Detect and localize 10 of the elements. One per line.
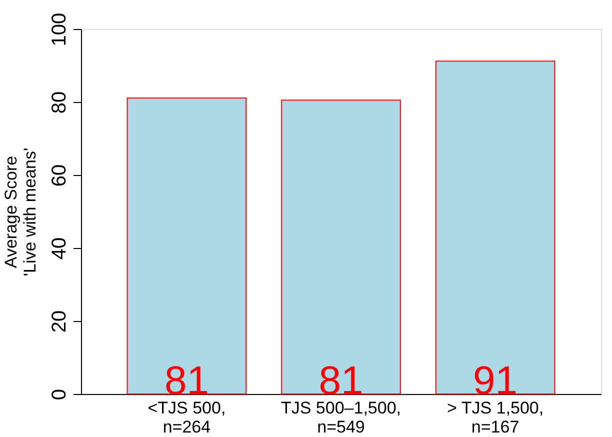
y-axis-title: Average Score 'Live with means' — [2, 148, 40, 276]
bar — [435, 60, 556, 394]
y-tick-label: 60 — [48, 164, 70, 187]
y-tick-label: 0 — [48, 388, 70, 400]
y-tick-label: 40 — [48, 237, 70, 260]
y-tick-label: 80 — [48, 91, 70, 114]
y-tick-label: 100 — [48, 12, 70, 46]
bar — [126, 97, 247, 394]
y-tick-label: 20 — [48, 310, 70, 333]
bar — [281, 100, 401, 394]
